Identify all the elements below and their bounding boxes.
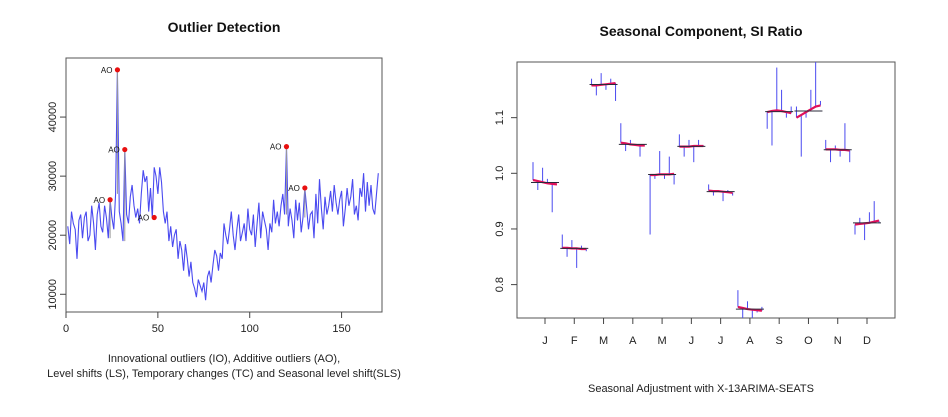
x-tick-label: N [834,335,842,347]
x-tick-label: 150 [332,323,350,335]
seasonal-component-chart: Seasonal Component, SI Ratio 0.8 0.9 1.0 1.… [494,23,896,395]
outlier-markers: AO AO AO AO AO AO [94,66,308,242]
y-tick-label: 10000 [47,279,59,310]
y-tick-label: 20000 [47,220,59,251]
x-tick-label: S [776,335,783,347]
x-tick-label: O [804,335,813,347]
outlier-point [151,214,157,221]
outlier-point [114,67,121,73]
outlier-label: AO [288,184,300,193]
y-tick-label: 1.0 [494,166,506,181]
axes: 0 50 100 150 10000 20000 30000 40000 [47,102,351,335]
outlier-label: AO [101,66,113,75]
x-tick-label: 100 [241,323,259,335]
plot-frame [65,57,383,313]
outlier-label: AO [108,146,120,155]
y-tick-label: 0.8 [494,277,506,292]
x-tick-label: 0 [63,323,69,335]
y-tick-label: 30000 [47,161,59,192]
series-lines [67,69,379,301]
x-tick-label: A [746,335,754,347]
outlier-point [302,185,308,191]
caption-line-2: Level shifts (LS), Temporary changes (TC… [47,368,401,380]
si-ratio-lines [532,62,880,318]
plot-frame [516,61,896,319]
x-tick-label: M [599,335,608,347]
caption-line-1: Innovational outliers (IO), Additive out… [108,353,340,365]
outlier-detection-chart: Outlier Detection 0 50 100 150 10000 20000 300… [47,19,401,380]
y-tick-label: 1.1 [494,110,506,125]
seasonal-factor-lines [531,82,881,312]
outlier-label: AO [94,196,106,205]
outlier-label: AO [270,143,282,152]
chart-caption: Seasonal Adjustment with X-13ARIMA-SEATS [588,383,814,395]
x-tick-label: A [629,335,637,347]
seasonal-factor-line [795,104,821,119]
chart-title: Seasonal Component, SI Ratio [599,23,802,39]
series-line [67,69,379,301]
axes: 0.8 0.9 1.0 1.1 J F M A M J J A S O N D [494,110,871,347]
x-tick-label: F [571,335,578,347]
outlier-point [107,197,113,203]
outlier-label: AO [138,213,150,222]
x-tick-label: J [542,335,548,347]
x-tick-label: J [718,335,724,347]
y-tick-label: 40000 [47,102,59,133]
outlier-point [122,146,128,153]
x-tick-label: M [658,335,667,347]
chart-title: Outlier Detection [168,19,281,35]
x-tick-label: J [689,335,695,347]
y-tick-label: 0.9 [494,221,506,236]
outlier-point [283,144,290,150]
x-tick-label: 50 [152,323,164,335]
x-tick-label: D [863,335,871,347]
